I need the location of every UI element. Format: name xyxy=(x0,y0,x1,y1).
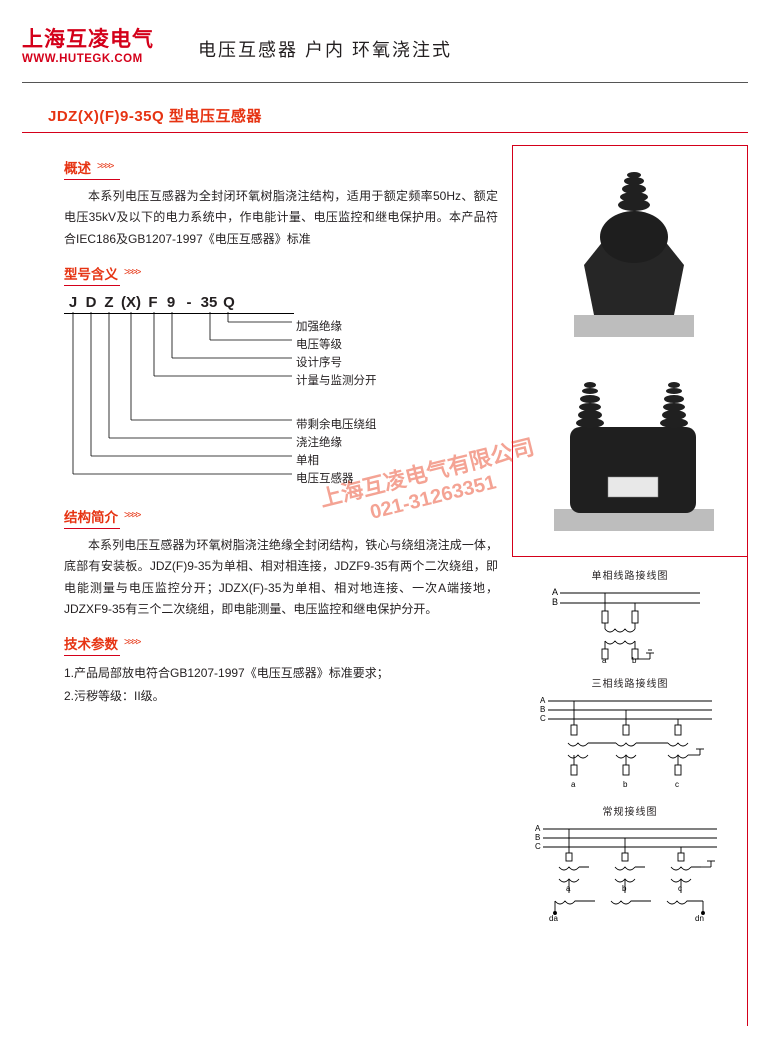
svg-text:b: b xyxy=(622,884,627,893)
structure-text: 本系列电压互感器为环氧树脂浇注绝缘全封闭结构，铁心与绕组浇注成一体，底部有安装板… xyxy=(64,535,498,621)
svg-text:A: A xyxy=(540,696,546,705)
model-letters: J D Z (X) F 9 - 35 Q xyxy=(64,294,498,311)
svg-text:B: B xyxy=(552,597,558,607)
section-rule xyxy=(64,285,120,286)
model-diagram: J D Z (X) F 9 - 35 Q xyxy=(64,294,498,494)
chevron-icon: >>>> xyxy=(124,510,139,521)
wiring-diagram-single: A B a b xyxy=(550,585,710,665)
wiring-diagram-three: A B C xyxy=(540,693,720,793)
right-column: 单相线路接线图 A B a b 三相线路接线图 A xyxy=(512,145,748,921)
svg-text:da: da xyxy=(549,914,558,921)
section-title: 结构简介 xyxy=(64,506,118,526)
header: 上海互凌电气 WWW.HUTEGK.COM 电压互感器 户内 环氧浇注式 xyxy=(0,0,770,72)
right-vertical-rule xyxy=(747,550,748,1026)
tech-list: 1.产品局部放电符合GB1207-1997《电压互感器》标准要求； 2.污秽等级… xyxy=(64,662,498,708)
overview-text: 本系列电压互感器为全封闭环氧树脂浇注结构，适用于额定频率50Hz、额定电压35k… xyxy=(64,186,498,251)
product-image-frame xyxy=(512,145,748,557)
wiring-caption-normal: 常规接线图 xyxy=(512,803,748,818)
section-title: 概述 xyxy=(64,157,91,177)
body: 概述 >>>> 本系列电压互感器为全封闭环氧树脂浇注结构，适用于额定频率50Hz… xyxy=(22,145,748,921)
svg-text:a: a xyxy=(566,884,571,893)
logo: 上海互凌电气 WWW.HUTEGK.COM xyxy=(22,28,154,66)
svg-text:b: b xyxy=(623,780,628,789)
svg-text:C: C xyxy=(540,714,546,723)
section-rule xyxy=(64,528,120,529)
model-lines-svg xyxy=(64,312,294,494)
logo-cn: 上海互凌电气 xyxy=(22,28,154,51)
product-title: JDZ(X)(F)9-35Q 型电压互感器 xyxy=(48,105,770,126)
chevron-icon: >>>> xyxy=(97,161,112,172)
section-head-model: 型号含义 >>>> xyxy=(64,263,498,283)
svg-text:A: A xyxy=(535,824,541,833)
svg-text:A: A xyxy=(552,587,558,597)
section-head-overview: 概述 >>>> xyxy=(64,157,498,177)
product-photo-2 xyxy=(540,367,720,537)
svg-text:B: B xyxy=(540,705,545,714)
wiring-caption-single: 单相线路接线图 xyxy=(512,567,748,582)
wiring-diagram-normal: A B C a b c xyxy=(535,821,725,921)
svg-text:b: b xyxy=(632,656,637,665)
svg-text:dn: dn xyxy=(695,914,704,921)
category-title: 电压互感器 户内 环氧浇注式 xyxy=(198,36,452,66)
svg-text:B: B xyxy=(535,833,540,842)
logo-en: WWW.HUTEGK.COM xyxy=(22,53,154,66)
section-title: 技术参数 xyxy=(64,633,118,653)
section-head-structure: 结构简介 >>>> xyxy=(64,506,498,526)
chevron-icon: >>>> xyxy=(124,637,139,648)
svg-text:a: a xyxy=(571,780,576,789)
model-desc-labels: 加强绝缘 电压等级 设计序号 计量与监测分开 带剩余电压绕组 浇注绝缘 单相 电… xyxy=(296,318,377,488)
chevron-icon: >>>> xyxy=(124,267,139,278)
left-column: 概述 >>>> 本系列电压互感器为全封闭环氧树脂浇注结构，适用于额定频率50Hz… xyxy=(22,145,498,921)
svg-text:c: c xyxy=(678,884,682,893)
svg-text:C: C xyxy=(535,842,541,851)
section-head-tech: 技术参数 >>>> xyxy=(64,633,498,653)
red-rule xyxy=(22,132,748,133)
section-rule xyxy=(64,655,120,656)
product-photo-1 xyxy=(550,165,710,345)
svg-text:a: a xyxy=(602,656,607,665)
svg-text:c: c xyxy=(675,780,679,789)
section-rule xyxy=(64,179,120,180)
wiring-caption-three: 三相线路接线图 xyxy=(512,675,748,690)
top-rule xyxy=(22,82,748,83)
section-title: 型号含义 xyxy=(64,263,118,283)
